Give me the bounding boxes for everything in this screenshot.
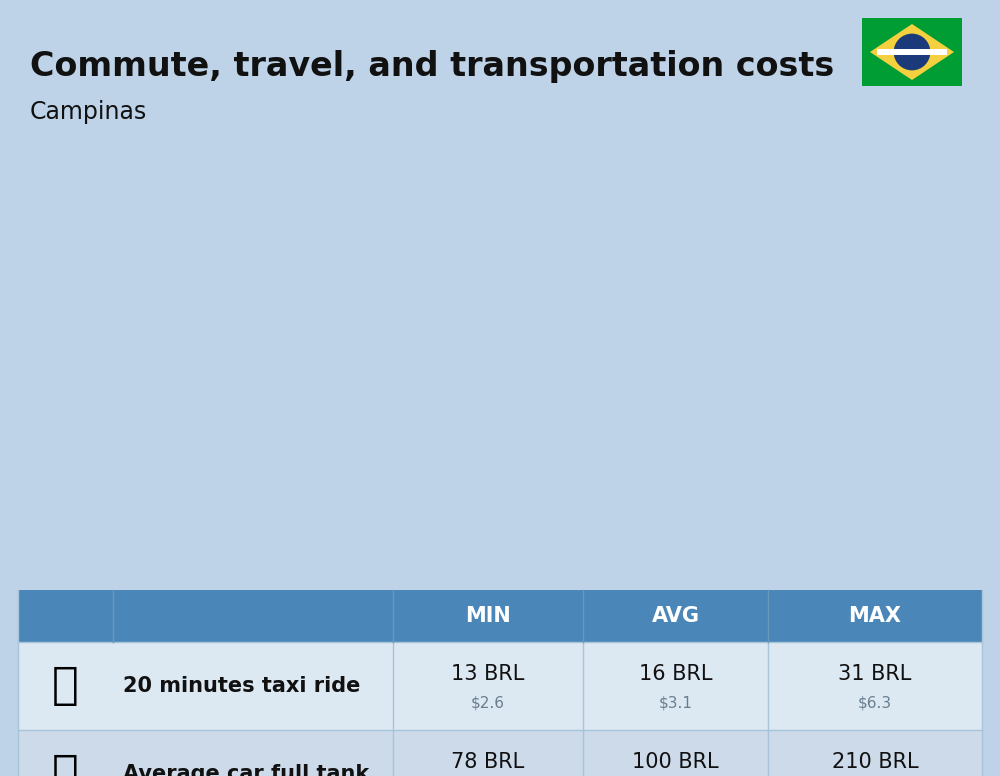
Text: MAX: MAX [848, 606, 902, 626]
Text: $6.3: $6.3 [858, 695, 892, 710]
Text: 16 BRL: 16 BRL [639, 663, 712, 684]
Text: 🚕: 🚕 [52, 664, 79, 708]
Text: MIN: MIN [465, 606, 511, 626]
Bar [862, 18, 962, 86]
Text: Average car full tank: Average car full tank [123, 764, 369, 776]
Text: 100 BRL: 100 BRL [632, 752, 719, 771]
Text: Campinas: Campinas [30, 100, 147, 124]
Bar [18, 642, 982, 730]
Bar [877, 49, 947, 55]
Bar [18, 730, 982, 776]
Text: 210 BRL: 210 BRL [832, 752, 918, 771]
Text: 31 BRL: 31 BRL [838, 663, 912, 684]
Text: 78 BRL: 78 BRL [451, 752, 525, 771]
Text: AVG: AVG [652, 606, 700, 626]
Bar [18, 590, 982, 642]
Text: 13 BRL: 13 BRL [451, 663, 525, 684]
Text: $2.6: $2.6 [471, 695, 505, 710]
Text: $3.1: $3.1 [658, 695, 692, 710]
Text: Commute, travel, and transportation costs: Commute, travel, and transportation cost… [30, 50, 834, 83]
Text: 20 minutes taxi ride: 20 minutes taxi ride [123, 676, 360, 696]
Circle shape [894, 33, 930, 71]
Polygon shape [870, 24, 954, 80]
Text: ⛽: ⛽ [52, 753, 79, 776]
